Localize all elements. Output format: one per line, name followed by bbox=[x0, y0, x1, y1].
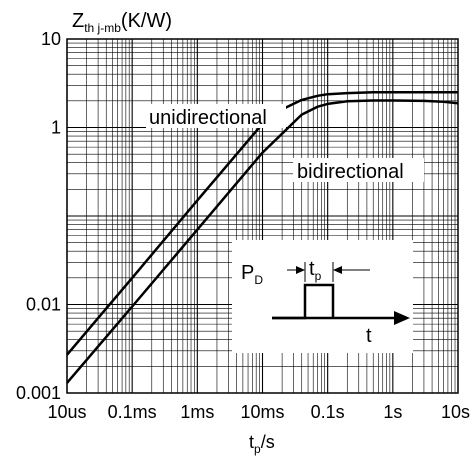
unidirectional-label: unidirectional bbox=[149, 107, 267, 129]
unidirectional-label-bg bbox=[146, 104, 286, 128]
bidirectional-label: bidirectional bbox=[297, 161, 404, 183]
x-tick-label: 1s bbox=[383, 402, 402, 422]
y-tick-label: 0.001 bbox=[16, 383, 61, 403]
inset-pulse bbox=[272, 283, 335, 320]
bidirectional-curve bbox=[66, 99, 459, 384]
bidirectional-label-bg bbox=[293, 158, 424, 182]
pulse-inset: PD tp t bbox=[232, 240, 413, 353]
curves bbox=[66, 91, 459, 384]
plot-frame bbox=[66, 38, 459, 394]
inset-time-label: t bbox=[366, 325, 372, 347]
inset-left-arrowhead bbox=[296, 266, 305, 274]
y-axis-title: Zth j-mb(K/W) bbox=[72, 10, 172, 35]
y-tick-label: 0.01 bbox=[26, 295, 61, 315]
unidirectional-curve bbox=[66, 91, 458, 356]
x-tick-label: 0.1ms bbox=[108, 402, 157, 422]
inset-signal-label: PD bbox=[241, 262, 263, 287]
inset-pulse-width-label: tp bbox=[309, 258, 322, 283]
tick-labels: 10us 0.1ms 1ms 10ms 0.1s 1s 10s 10 1 0.01 0.001 bbox=[16, 29, 470, 422]
y-tick-label: 10 bbox=[41, 29, 61, 49]
inset-background bbox=[232, 240, 413, 353]
inset-right-arrowhead bbox=[333, 266, 342, 274]
x-tick-label: 10s bbox=[441, 402, 470, 422]
x-tick-label: 10ms bbox=[240, 402, 284, 422]
x-axis-title: tp/s bbox=[249, 432, 275, 456]
x-tick-label: 1ms bbox=[180, 402, 214, 422]
x-tick-label: 10us bbox=[47, 402, 86, 422]
y-tick-label: 1 bbox=[51, 118, 61, 138]
inset-time-arrowhead bbox=[394, 311, 410, 325]
x-tick-label: 0.1s bbox=[311, 402, 345, 422]
